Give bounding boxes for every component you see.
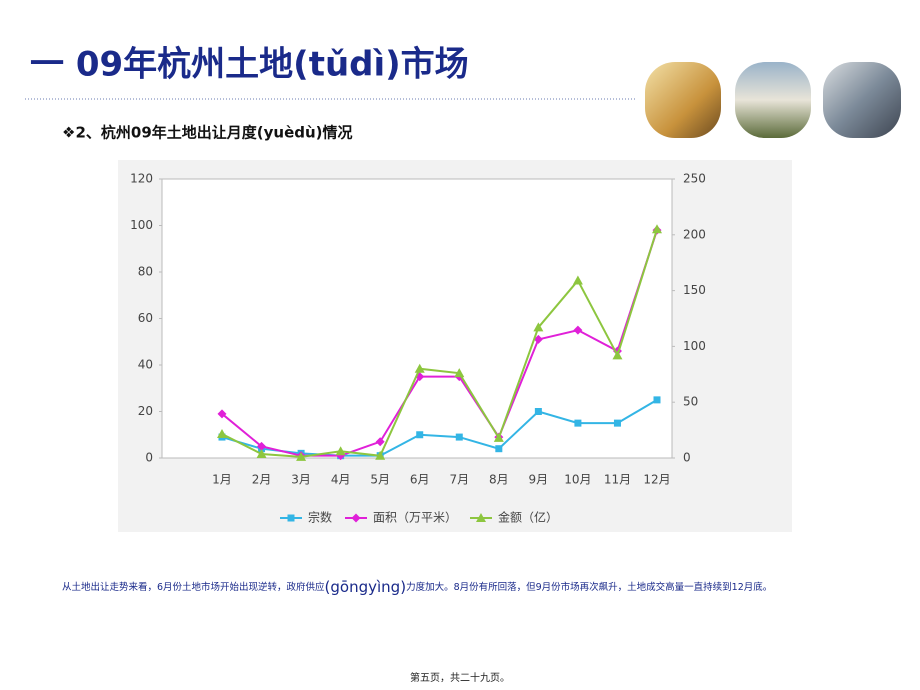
marker (257, 441, 267, 451)
x-tick-label: 12月 (643, 473, 670, 487)
marker (476, 513, 486, 522)
caption-part: (gōngyìng) (325, 578, 407, 596)
marker (217, 409, 227, 419)
y2-tick-label: 0 (683, 451, 691, 465)
marker (335, 446, 346, 456)
x-tick-label: 1月 (212, 473, 232, 487)
plot-area (161, 178, 673, 459)
marker (217, 429, 227, 439)
marker (653, 396, 661, 404)
series-line (221, 399, 658, 457)
x-tick-label: 5月 (370, 473, 390, 487)
slide-title: 一 09年杭州土地(tǔdì)市场 (30, 45, 469, 85)
marker (256, 448, 267, 458)
marker (533, 322, 544, 332)
caption: 从土地出让走势来看，6月份土地市场开始出现逆转，政府供应(gōngyìng)力度… (62, 578, 772, 596)
marker (572, 275, 583, 285)
y-tick-label: 40 (138, 358, 153, 372)
marker (416, 431, 424, 439)
y-tick-label: 80 (138, 265, 153, 279)
marker (534, 408, 542, 415)
y2-tick-label: 100 (683, 339, 706, 353)
marker (612, 350, 623, 360)
marker (533, 334, 543, 344)
marker (375, 437, 385, 447)
x-tick-label: 9月 (529, 473, 549, 487)
marker (454, 368, 465, 378)
y2-tick-label: 150 (683, 283, 706, 297)
legend-label: 面积（万平米） (373, 511, 457, 525)
caption-part: 力度加大。8月份有所回落，但9月份市场再次飙升，土地成交高量一直持续到12月底。 (406, 581, 772, 593)
photo (645, 62, 721, 138)
legend-label: 金额（亿） (498, 510, 558, 525)
legend-label: 宗数 (308, 510, 332, 525)
y-tick-label: 100 (130, 218, 153, 232)
x-tick-label: 6月 (410, 473, 430, 487)
marker (574, 419, 582, 427)
series-line (221, 228, 658, 458)
y-tick-label: 20 (138, 404, 153, 418)
marker (351, 513, 361, 523)
marker (652, 224, 662, 234)
marker (495, 445, 503, 453)
y-tick-label: 0 (145, 451, 153, 465)
marker (287, 514, 295, 522)
x-tick-label: 4月 (331, 473, 351, 487)
marker (414, 363, 425, 373)
x-tick-label: 2月 (252, 473, 272, 487)
series-line (221, 229, 658, 457)
y2-tick-label: 50 (683, 395, 698, 409)
x-tick-label: 8月 (489, 473, 509, 487)
y2-tick-label: 250 (683, 172, 706, 186)
marker (455, 433, 463, 441)
marker (613, 419, 621, 427)
y-tick-label: 60 (138, 311, 153, 325)
marker (573, 325, 583, 335)
caption-part: 从土地出让走势来看，6月份土地市场开始出现逆转，政府供应 (62, 581, 325, 593)
x-tick-label: 7月 (449, 473, 469, 487)
marker (493, 432, 504, 442)
x-tick-label: 10月 (564, 473, 591, 487)
photo (823, 62, 901, 138)
photo (735, 62, 811, 138)
subtitle: ❖2、杭州09年土地出让月度(yuèdù)情况 (62, 124, 353, 142)
y2-tick-label: 200 (683, 227, 706, 241)
marker (296, 451, 307, 461)
y-tick-label: 120 (130, 172, 153, 186)
marker (375, 450, 386, 460)
x-tick-label: 3月 (291, 473, 311, 487)
footer: 第五页，共二十九页。 (410, 671, 510, 684)
x-tick-label: 11月 (604, 473, 631, 487)
